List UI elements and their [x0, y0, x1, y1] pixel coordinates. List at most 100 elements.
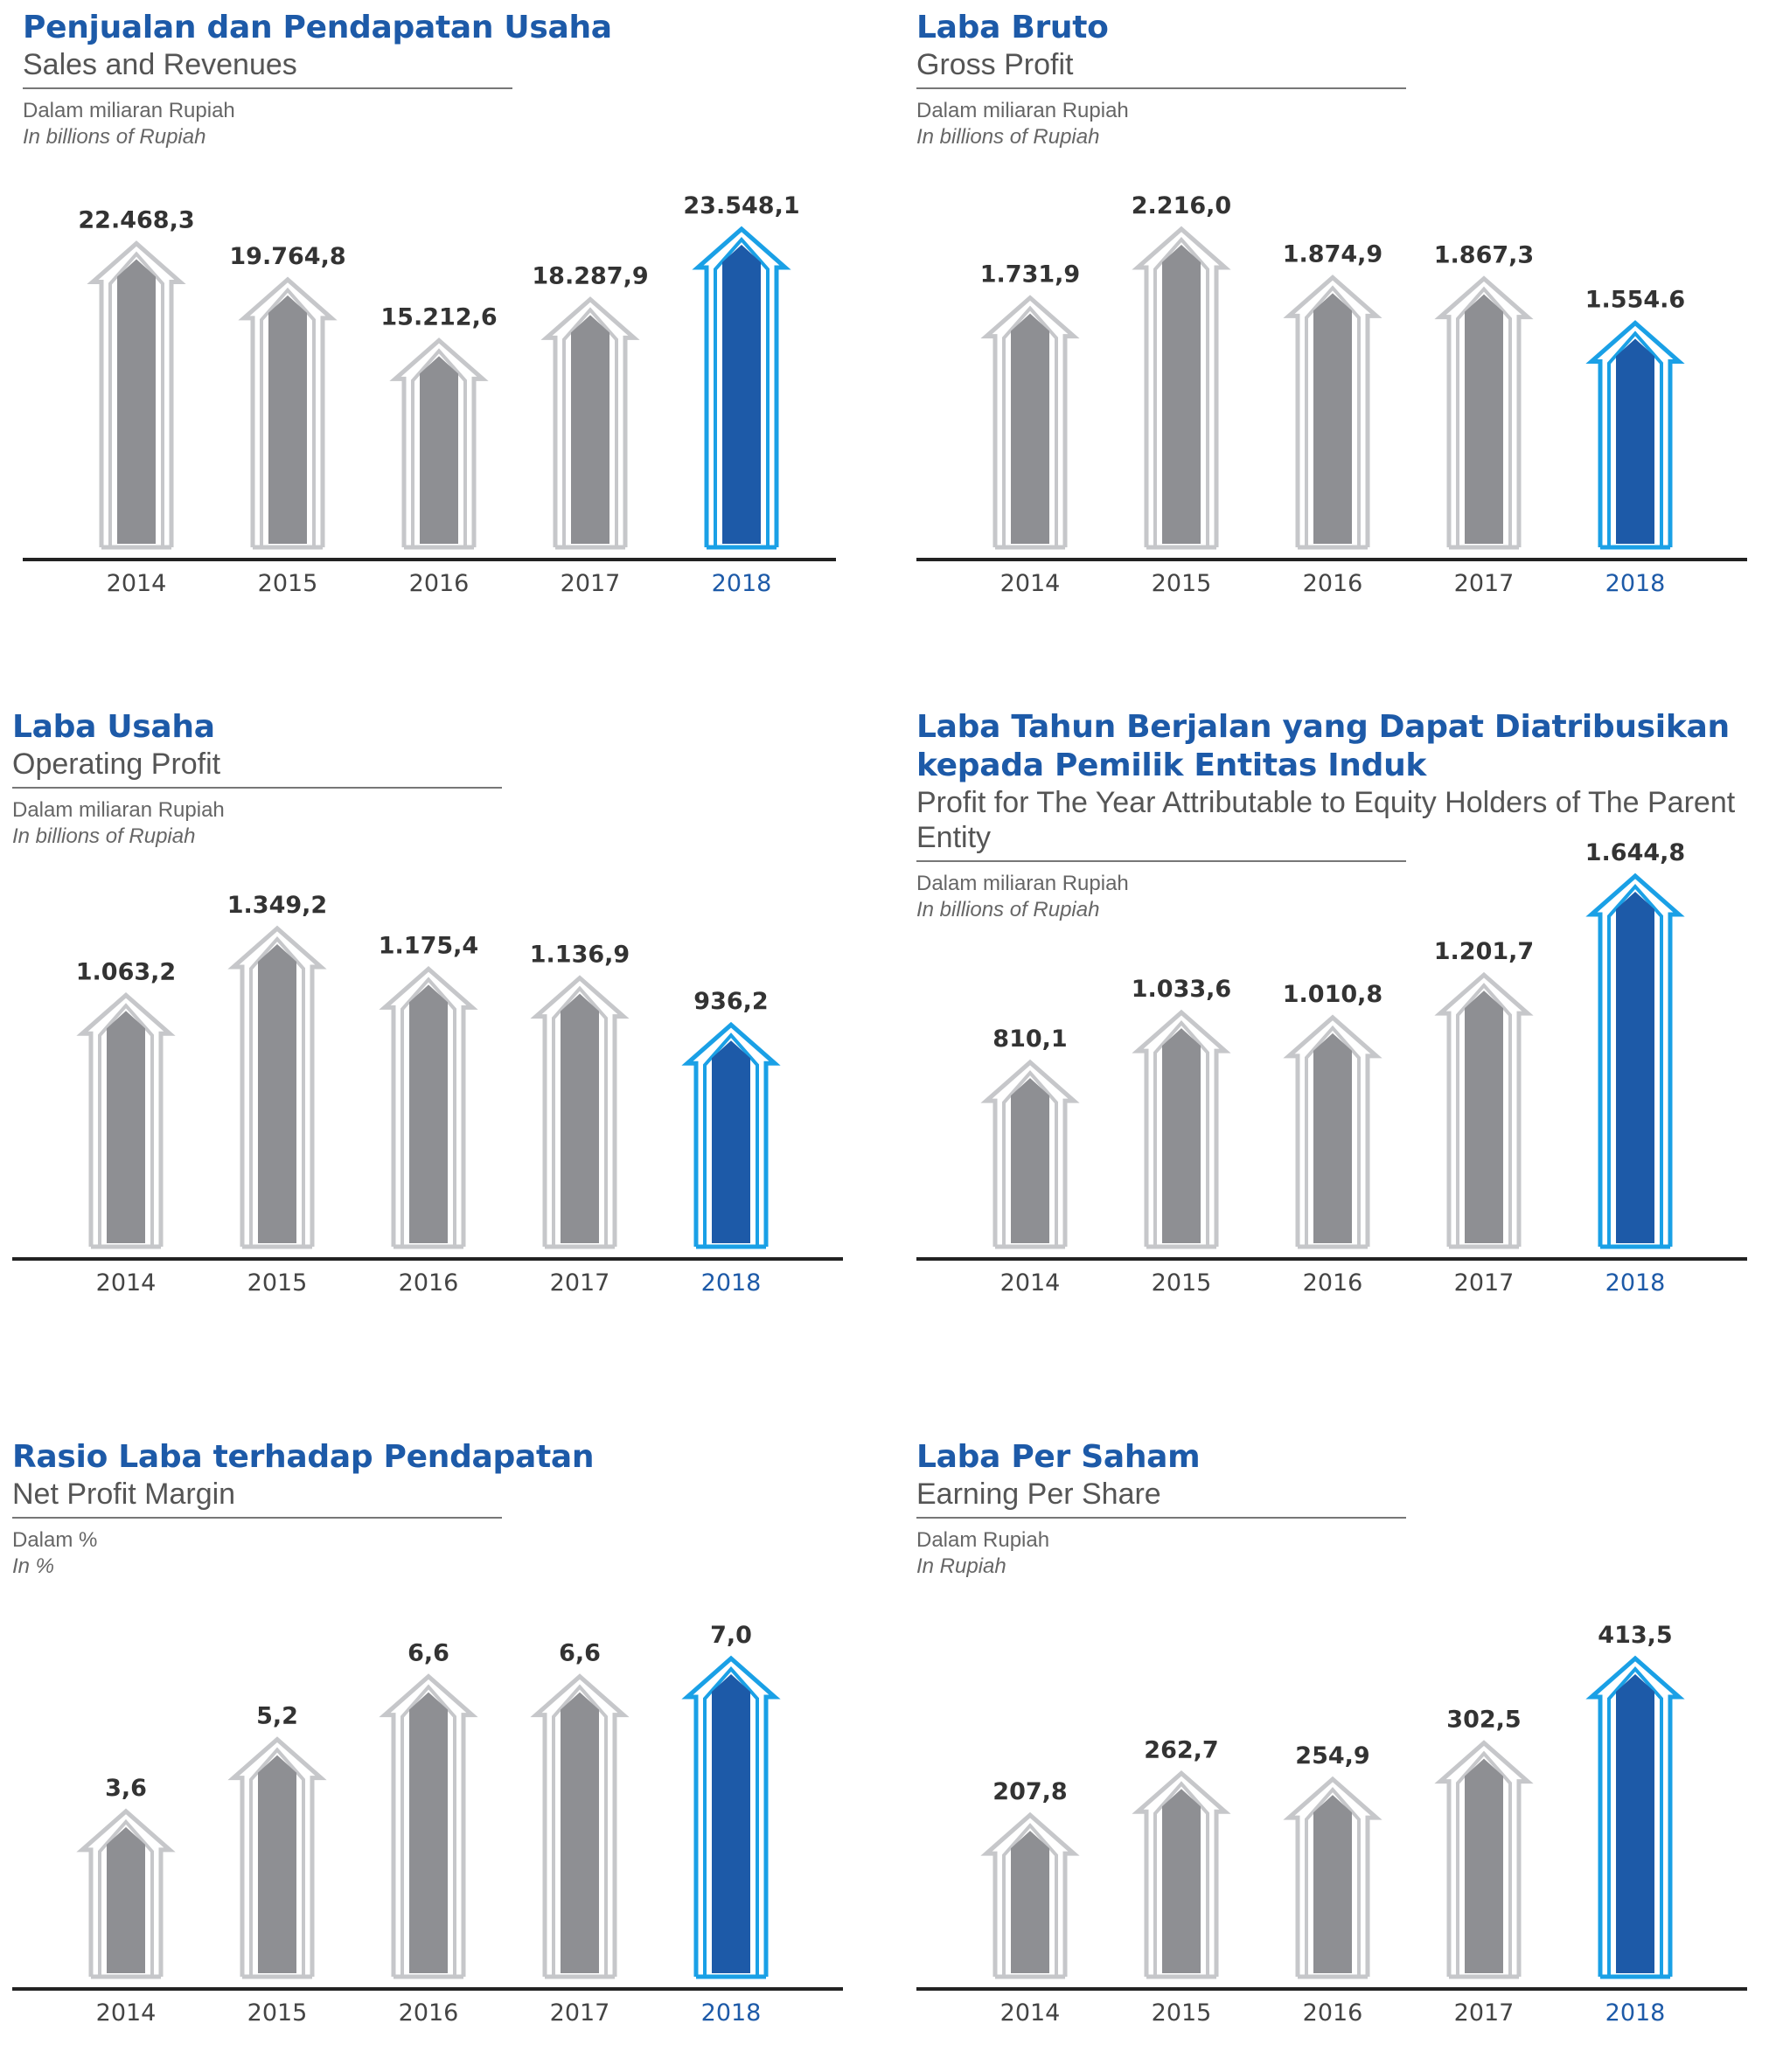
bar-outline [76, 1808, 176, 1977]
x-tick-label: 2017 [1454, 1269, 1515, 1297]
chart-subtitle: Earning Per Share [916, 1478, 1161, 1511]
bar-2015 [1132, 226, 1231, 550]
bar-outline [1585, 873, 1685, 1247]
bar-inner-outline [562, 307, 618, 547]
bar-inner-outline [400, 977, 456, 1247]
x-tick-label: 2017 [561, 570, 621, 597]
x-tick-label: 2015 [247, 1269, 308, 1297]
bar-outline [227, 925, 327, 1247]
bar-fill [1465, 991, 1503, 1243]
chart-subtitle: Net Profit Margin [12, 1478, 236, 1511]
bar-2016 [389, 337, 489, 550]
bar-outline [1132, 226, 1231, 547]
bar-fill [571, 315, 609, 544]
bar-2016 [1283, 1014, 1382, 1249]
title-divider [12, 787, 502, 789]
bar-outline [1132, 1009, 1231, 1247]
bar-fill [117, 259, 156, 544]
bar-outline [379, 966, 478, 1247]
bar-inner-outline [1305, 1025, 1361, 1247]
x-tick-label: 2018 [701, 1269, 762, 1297]
chart-subtitle: Operating Profit [12, 747, 221, 781]
chart-panel-sales: Penjualan dan Pendapatan Usaha Sales and… [23, 9, 880, 597]
bar-inner-outline [1456, 286, 1512, 547]
x-tick-label: 2015 [247, 1999, 308, 2027]
bar-outline [1585, 1655, 1685, 1977]
bar-inner-outline [1153, 236, 1209, 547]
bar-inner-outline [1002, 1070, 1058, 1247]
bar-2015 [238, 276, 338, 550]
bar-2015 [227, 1736, 327, 1979]
bar-2016 [1283, 275, 1382, 550]
bar-outline [227, 1736, 327, 1977]
bar-inner-outline [552, 1684, 608, 1977]
bar-inner-outline [1607, 330, 1663, 547]
unit-label-en: In billions of Rupiah [916, 125, 1100, 149]
bar-2016 [379, 1673, 478, 1979]
bar-2018 [681, 1655, 781, 1979]
bar-2017 [530, 975, 630, 1249]
bar-fill [1465, 1758, 1503, 1973]
bar-fill [1313, 1033, 1352, 1243]
chart-title: Penjualan dan Pendapatan Usaha [23, 10, 612, 45]
bar-2015 [1132, 1009, 1231, 1249]
x-tick-label: 2016 [1303, 570, 1363, 597]
bar-outline [1434, 971, 1534, 1247]
bar-outline [1283, 275, 1382, 547]
bar-outline [530, 975, 630, 1247]
x-tick-label: 2017 [550, 1999, 610, 2027]
value-label: 1.136,9 [530, 942, 630, 969]
value-label: 1.175,4 [379, 932, 478, 959]
value-label: 22.468,3 [78, 207, 194, 234]
unit-label-id: Dalam miliaran Rupiah [23, 99, 235, 122]
bar-fill [409, 984, 448, 1243]
chart-panel-gross-profit: Laba Bruto Gross Profit Dalam miliaran R… [916, 9, 1773, 597]
bar-inner-outline [1305, 1787, 1361, 1977]
bar-inner-outline [1002, 1823, 1058, 1977]
unit-label-id: Dalam miliaran Rupiah [12, 798, 225, 822]
bar-fill [107, 1826, 145, 1973]
bar-inner-outline [411, 348, 467, 547]
bar-fill [1162, 1028, 1201, 1243]
bar-chart-sales: 22.468,3 2014 19.764,8 2015 15.212,6 2016 18.2… [23, 192, 836, 597]
bar-inner-outline [1607, 1665, 1663, 1977]
bar-outline [238, 276, 338, 547]
value-label: 1.010,8 [1283, 981, 1382, 1008]
bar-outline [76, 991, 176, 1247]
bar-fill [1162, 245, 1201, 544]
unit-label-id: Dalam % [12, 1528, 98, 1552]
bar-2017 [530, 1673, 630, 1979]
title-divider [12, 1517, 502, 1519]
x-tick-label: 2014 [1000, 570, 1061, 597]
x-tick-label: 2016 [1303, 1999, 1363, 2027]
bar-fill [1616, 1674, 1654, 1973]
x-tick-label: 2016 [399, 1999, 459, 2027]
value-label: 23.548,1 [683, 192, 799, 219]
bar-inner-outline [249, 935, 305, 1247]
bar-2014 [76, 1808, 176, 1979]
x-tick-label: 2014 [1000, 1999, 1061, 2027]
x-tick-label: 2014 [107, 570, 167, 597]
bar-outline [1283, 1776, 1382, 1977]
value-label: 1.554.6 [1585, 286, 1685, 313]
bar-inner-outline [1153, 1020, 1209, 1247]
bar-2018 [1585, 320, 1685, 550]
value-label: 207,8 [992, 1778, 1067, 1805]
bar-2016 [379, 966, 478, 1249]
bar-outline [692, 226, 791, 547]
bar-fill [420, 356, 458, 544]
bar-chart-net-profit: 810,1 2014 1.033,6 2015 1.010,8 2016 1.201,7 20… [916, 839, 1747, 1297]
bar-inner-outline [249, 1747, 305, 1977]
bar-inner-outline [714, 236, 770, 547]
x-tick-label: 2015 [1152, 1999, 1212, 2027]
bar-fill [258, 944, 296, 1243]
bar-outline [681, 1021, 781, 1247]
x-tick-label: 2016 [409, 570, 470, 597]
bar-2014 [87, 240, 186, 550]
x-tick-label: 2017 [550, 1269, 610, 1297]
x-tick-label: 2018 [1605, 570, 1666, 597]
value-label: 1.349,2 [227, 892, 327, 919]
x-tick-label: 2018 [701, 1999, 762, 2027]
bar-2017 [540, 296, 640, 550]
unit-label-en: In billions of Rupiah [916, 898, 1100, 921]
